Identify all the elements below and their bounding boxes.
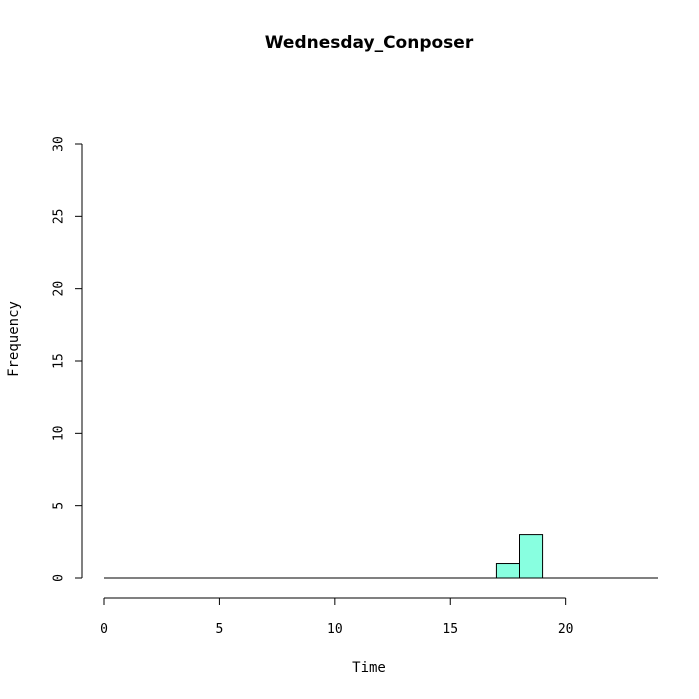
y-tick-label: 15: [52, 353, 67, 369]
x-tick-label: 15: [442, 622, 458, 637]
y-tick-label: 25: [52, 209, 67, 225]
y-axis-label: Frequency: [6, 301, 22, 377]
y-tick-label: 20: [52, 281, 67, 297]
y-axis: 0 5 10 15 20 25 30: [52, 136, 83, 582]
x-tick-label: 10: [327, 622, 343, 637]
y-tick-label: 10: [52, 426, 67, 442]
x-axis-label: Time: [352, 660, 386, 676]
histogram-bars: [495, 534, 544, 579]
y-tick-label: 5: [52, 502, 67, 510]
y-tick-label: 0: [52, 574, 67, 582]
y-tick-label: 30: [52, 136, 67, 152]
histogram-bar: [495, 563, 520, 579]
x-axis: 0 5 10 15 20: [100, 597, 574, 637]
histogram-bar: [519, 534, 544, 579]
x-tick-label: 5: [216, 622, 224, 637]
chart-title: Wednesday_Conposer: [265, 33, 474, 53]
x-tick-label: 0: [100, 622, 108, 637]
x-tick-label: 20: [558, 622, 574, 637]
